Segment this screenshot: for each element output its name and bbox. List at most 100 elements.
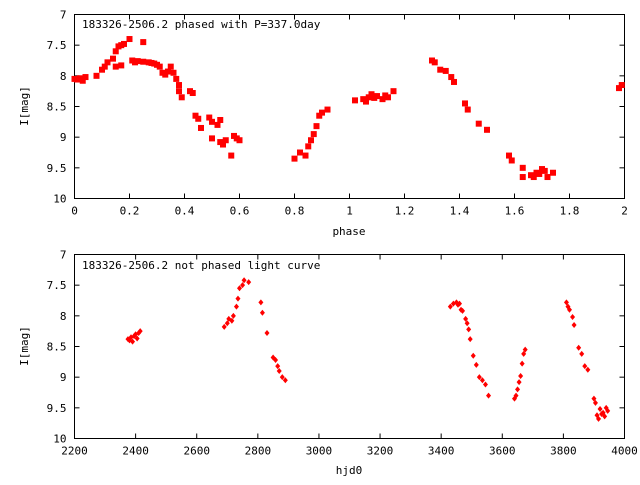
unphased-data-point (273, 356, 279, 363)
unphased-data-point (582, 363, 588, 370)
unphased-data-point (233, 303, 239, 310)
phased-x-tick-label: 0 (71, 205, 78, 218)
phased-data-point (167, 63, 174, 70)
phased-data-point (363, 98, 369, 105)
phased-data-point (544, 174, 551, 181)
phased-data-point (82, 74, 89, 81)
phased-data-point (385, 94, 391, 101)
phased-x-tick-labels: 0 0.2 0.4 0.6 0.8 1 1.2 1.4 1.6 1.8 2 (71, 205, 628, 218)
unphased-y-tick-label: 7.5 (47, 279, 67, 292)
phased-y-tick-label: 10 (53, 193, 66, 206)
unphased-data-point (230, 312, 236, 319)
unphased-x-tick-label: 4000 (611, 445, 638, 458)
phased-data-point (126, 36, 133, 43)
phased-data-point (618, 82, 625, 89)
phased-data-point (451, 78, 457, 85)
phased-data-point (112, 63, 119, 70)
unphased-data-point (567, 306, 572, 313)
unphased-x-tick-label: 2600 (183, 445, 210, 458)
unphased-chart: 2200 2400 2600 2800 3000 3200 3400 3600 3800 4000… (18, 249, 638, 478)
phased-data-point (390, 88, 397, 95)
unphased-data-point (592, 399, 598, 406)
phased-data-point (464, 106, 471, 113)
phased-data-point (217, 116, 224, 123)
phased-data-point (506, 152, 512, 159)
unphased-data-point (513, 392, 519, 399)
phased-data-point (475, 120, 482, 127)
unphased-data-point (521, 350, 527, 357)
phased-data-point (313, 123, 320, 130)
phased-data-point (508, 157, 515, 164)
unphased-chart-title: 183326-2506.2 not phased light curve (82, 259, 320, 272)
unphased-data-point (585, 366, 591, 373)
unphased-data-point (464, 320, 470, 327)
unphased-data-point (237, 285, 242, 292)
phased-x-tick-label: 1.8 (560, 205, 580, 218)
phased-data-point (536, 170, 543, 177)
unphased-data-point (229, 317, 235, 324)
phased-data-point (112, 48, 119, 55)
unphased-data-point (482, 381, 488, 388)
phased-data-point (162, 71, 169, 78)
phased-y-tick-label: 7.5 (47, 39, 67, 52)
phased-x-tick-label: 1.2 (395, 205, 415, 218)
unphased-data-point (246, 279, 252, 286)
phased-data-point (198, 124, 204, 131)
unphased-data-point (522, 346, 528, 353)
phased-x-tick-label: 0.4 (175, 205, 195, 218)
phased-chart-title: 183326-2506.2 phased with P=337.0day (82, 18, 321, 31)
phased-data-point (209, 135, 215, 142)
unphased-data-point (276, 368, 282, 375)
unphased-y-tick-label: 8 (60, 310, 67, 323)
unphased-x-tick-label: 2800 (245, 445, 272, 458)
phased-y-tick-label: 8.5 (47, 101, 67, 114)
unphased-data-point (275, 363, 281, 370)
phased-data-point (541, 167, 548, 174)
unphased-y-tick-label: 7 (60, 249, 67, 262)
unphased-data-point (596, 415, 602, 422)
phased-data-point (616, 85, 622, 92)
phased-x-axis-label: phase (332, 225, 365, 238)
phased-data-point (365, 94, 372, 101)
phased-x-tick-label: 0.8 (285, 205, 305, 218)
phased-data-point (176, 88, 182, 95)
unphased-data-point (447, 303, 453, 310)
phased-y-tick-label: 9 (60, 131, 67, 144)
phased-data-point (93, 72, 100, 79)
phased-x-tick-label: 2 (621, 205, 628, 218)
unphased-data-point (466, 326, 472, 333)
phased-data-point (530, 174, 537, 181)
phased-data-point (104, 59, 111, 66)
phased-data-point (297, 149, 303, 156)
unphased-data-point (134, 335, 140, 342)
phased-y-tick-label: 9.5 (47, 162, 67, 175)
unphased-data-point (460, 307, 466, 314)
phased-data-point (462, 100, 468, 107)
unphased-data-point (258, 299, 264, 306)
phased-data-point (178, 94, 185, 101)
unphased-data-point (563, 299, 569, 306)
phased-y-tick-labels: 7 7.5 8 8.5 9 9.5 10 (47, 9, 67, 206)
unphased-data-point (519, 360, 525, 367)
unphased-x-tick-label: 3600 (489, 445, 516, 458)
phased-data-point (99, 66, 105, 73)
unphased-data-point (463, 315, 469, 322)
unphased-data-point (235, 295, 241, 302)
phased-data-point (484, 126, 490, 133)
unphased-y-tick-labels: 7 7.5 8 8.5 9 9.5 10 (47, 249, 67, 446)
unphased-x-tick-label: 3800 (550, 445, 577, 458)
phased-data-point (176, 82, 182, 89)
phased-data-point (214, 121, 221, 128)
unphased-data-point (591, 395, 597, 402)
unphased-data-point (597, 406, 603, 413)
unphased-x-tick-labels: 2200 2400 2600 2800 3000 3200 3400 3600 3800 4000 (61, 445, 638, 458)
phased-data-point (79, 77, 86, 84)
phased-data-point (140, 39, 147, 46)
phased-chart: 0 0.2 0.4 0.6 0.8 1 1.2 1.4 1.6 1.8 2 7 7.5 8 8.5 9 9.5… (18, 9, 628, 239)
phased-x-tick-label: 1.4 (450, 205, 470, 218)
phased-data-point (165, 68, 171, 75)
phased-data-point (101, 63, 108, 70)
phased-data-point (302, 152, 309, 159)
phased-data-point (448, 74, 455, 81)
